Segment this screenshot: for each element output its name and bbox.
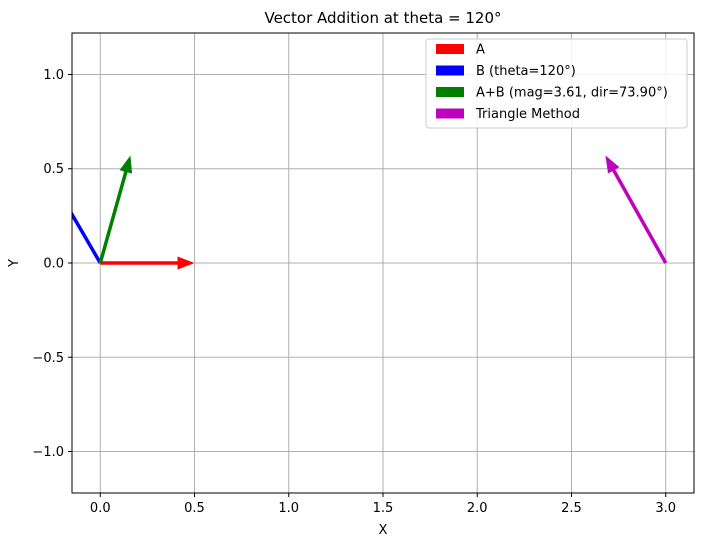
legend-swatch-a-b-mag-3-61-dir-73-90 (436, 87, 464, 97)
x-axis-label: X (379, 523, 388, 538)
legend-label-b-theta-120: B (theta=120°) (476, 64, 576, 79)
x-tick-label: 2.5 (561, 501, 582, 516)
x-tick-label: 1.5 (373, 501, 394, 516)
legend-label-a: A (476, 43, 485, 58)
legend-label-a-b-mag-3-61-dir-73-90: A+B (mag=3.61, dir=73.90°) (476, 86, 668, 101)
vector-a-b-mag-3-61-dir-73-90 (98, 155, 133, 264)
vector-b-theta-120 (72, 210, 102, 264)
legend-swatch-b-theta-120 (436, 65, 464, 76)
y-axis-label: Y (7, 259, 22, 268)
y-tick-label: 0.0 (43, 257, 64, 272)
x-tick-label: 0.5 (184, 501, 205, 516)
x-tick-label: 1.0 (278, 501, 299, 516)
vectors (72, 155, 668, 270)
y-tick-label: 1.0 (43, 68, 64, 83)
ticks: 0.0 0.5 1.0 1.5 2.0 2.5 3.0 −1.0 −0.5 0.0 0.5 1.0 (32, 68, 676, 516)
legend: A B (theta=120°) A+B (mag=3.61, dir=73.90°… (425, 38, 688, 129)
legend-label-triangle-method: Triangle Method (475, 107, 580, 122)
x-tick-label: 2.0 (467, 501, 488, 516)
vector-triangle-method (605, 155, 668, 264)
legend-frame (425, 38, 688, 129)
x-tick-label: 0.0 (90, 501, 111, 516)
y-tick-label: 0.5 (43, 162, 64, 177)
vector-a (100, 256, 195, 270)
y-tick-label: −0.5 (32, 351, 64, 366)
legend-swatch-triangle-method (436, 108, 464, 119)
x-tick-label: 3.0 (655, 501, 676, 516)
chart-title: Vector Addition at theta = 120° (264, 9, 501, 27)
y-tick-label: −1.0 (32, 445, 64, 460)
legend-swatch-a (436, 44, 464, 54)
